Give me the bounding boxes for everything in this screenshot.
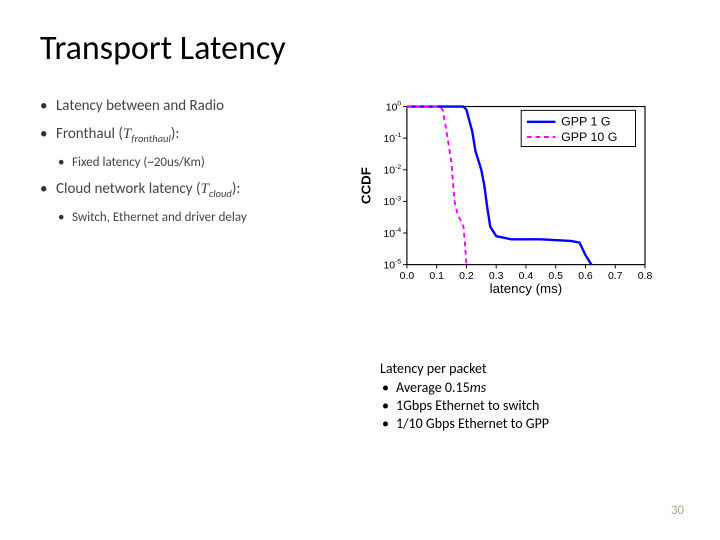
svg-text:10-5: 10-5 (383, 259, 401, 272)
caption-avg-pre: Average 0.15 (396, 379, 470, 396)
caption-title: Latency per packet (380, 360, 549, 377)
caption-10g: 1/10 Gbps Ethernet to GPP (380, 415, 549, 433)
bullet-fronthaul: Fronthaul (Tfronthaul): (40, 125, 340, 145)
svg-text:10-1: 10-1 (383, 132, 401, 145)
caption-1g: 1Gbps Ethernet to switch (380, 397, 549, 415)
svg-text:0.6: 0.6 (578, 271, 593, 282)
svg-text:10-4: 10-4 (383, 227, 401, 240)
chart-container: 0.00.10.20.30.40.50.60.70.810-510-410-31… (350, 97, 660, 302)
svg-text:GPP 10 G: GPP 10 G (561, 130, 617, 144)
fronthaul-suffix: ): (171, 125, 180, 143)
fronthaul-sub: fronthaul (131, 132, 171, 145)
ccdf-chart: 0.00.10.20.30.40.50.60.70.810-510-410-31… (350, 97, 660, 297)
cloud-suffix: ): (232, 180, 241, 198)
svg-text:latency (ms): latency (ms) (490, 281, 563, 296)
cloud-prefix: Cloud network latency ( (56, 180, 201, 198)
svg-text:0.0: 0.0 (400, 271, 415, 282)
caption-block: Latency per packet Average 0.15ms 1Gbps … (380, 360, 549, 434)
svg-text:0.1: 0.1 (429, 271, 444, 282)
svg-text:0.8: 0.8 (638, 271, 653, 282)
caption-avg: Average 0.15ms (380, 379, 549, 397)
bullet-fixed-latency: Fixed latency (~20us/Km) (40, 155, 340, 170)
svg-text:0.2: 0.2 (459, 271, 474, 282)
svg-text:10-3: 10-3 (383, 195, 401, 208)
svg-text:10-2: 10-2 (383, 164, 401, 177)
fronthaul-prefix: Fronthaul ( (56, 125, 123, 143)
page-number: 30 (671, 503, 684, 518)
cloud-var: T (201, 181, 209, 197)
left-column: Latency between and Radio Fronthaul (Tfr… (40, 97, 340, 302)
slide-title: Transport Latency (40, 28, 680, 69)
svg-text:GPP 1 G: GPP 1 G (561, 115, 610, 129)
bullet-switch: Switch, Ethernet and driver delay (40, 210, 340, 225)
cloud-sub: cloud (209, 187, 232, 200)
svg-text:100: 100 (386, 101, 402, 114)
svg-text:CCDF: CCDF (359, 167, 374, 204)
bullet-cloud: Cloud network latency (Tcloud): (40, 180, 340, 200)
bullet-latency-radio: Latency between and Radio (40, 97, 340, 115)
caption-avg-unit: ms (470, 379, 487, 396)
svg-text:0.7: 0.7 (608, 271, 623, 282)
content-row: Latency between and Radio Fronthaul (Tfr… (40, 97, 680, 302)
fronthaul-var: T (123, 126, 131, 142)
